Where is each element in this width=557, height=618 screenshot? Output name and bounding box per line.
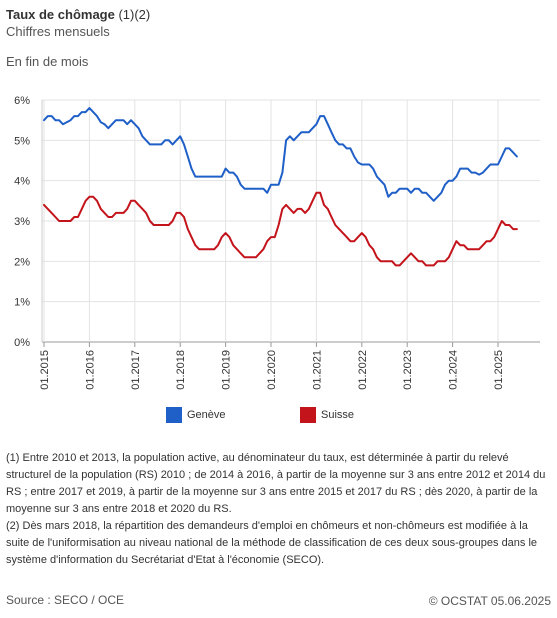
chart-title: Taux de chômage (1)(2) [6,7,150,22]
copyright-text: © OCSTAT 05.06.2025 [428,594,551,608]
x-tick-label: 01.2017 [130,350,142,390]
x-tick-label: 01.2022 [357,350,369,390]
legend-item-suisse[interactable]: Suisse [300,406,354,424]
chart-subtitle: Chiffres mensuels [6,24,110,39]
x-tick-label: 01.2016 [84,350,96,390]
line-chart: 0% 1% 2% 3% 4% 5% 6% 01.2015 01.2016 01.2017 01.20… [14,95,540,390]
source-text: Source : SECO / OCE [6,593,125,607]
y-tick-label: 2% [14,256,30,268]
legend-item-geneve[interactable]: Genève [166,406,226,424]
legend-swatch-suisse [300,407,316,423]
y-tick-label: 0% [14,337,30,349]
x-tick-label: 01.2024 [448,350,460,390]
series-line-suisse [43,191,518,267]
y-tick-label: 3% [14,216,30,228]
chart-title-main: Taux de chômage [6,7,115,22]
y-tick-label: 6% [14,95,30,107]
x-tick-label: 01.2021 [311,350,323,390]
x-tick-label: 01.2025 [493,350,505,390]
x-tick-label: 01.2023 [402,350,414,390]
legend-label-geneve: Genève [187,409,226,421]
x-tick-label: 01.2018 [175,350,187,390]
footnote-1: (1) Entre 2010 et 2013, la population ac… [6,452,546,515]
period-label: En fin de mois [6,54,89,69]
x-tick-label: 01.2020 [266,350,278,390]
y-tick-label: 4% [14,176,30,188]
series-line-geneve [43,107,518,202]
y-tick-label: 1% [14,297,30,309]
legend-swatch-geneve [166,407,182,423]
footnotes: (1) Entre 2010 et 2013, la population ac… [6,450,551,569]
y-tick-label: 5% [14,135,30,147]
chart-title-notes-ref: (1)(2) [114,7,151,22]
x-tick-label: 01.2019 [221,350,233,390]
x-tick-label: 01.2015 [39,350,51,390]
legend-label-suisse: Suisse [321,409,355,421]
footnote-2: (2) Dès mars 2018, la répartition des de… [6,520,538,566]
